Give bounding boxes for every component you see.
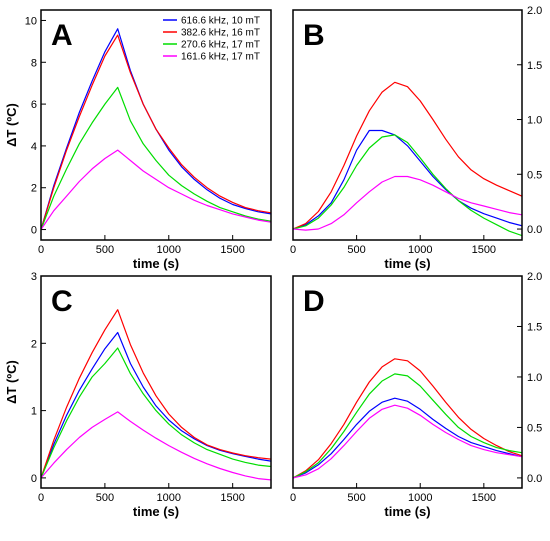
series-line-a-2 — [41, 34, 271, 230]
chart-panel-b: 0 500 1000 1500 0.0 0.5 1.0 1.5 2.0 time (s) B — [290, 5, 542, 271]
series-line-a-3 — [41, 86, 271, 230]
legend-label: 161.6 kHz, 17 mT — [181, 52, 260, 63]
y-tick-label: 0.5 — [527, 169, 542, 181]
x-tick-label: 0 — [38, 492, 44, 504]
series-line-c-3 — [41, 347, 271, 479]
x-tick-label: 1000 — [157, 244, 181, 256]
plot-frame — [292, 275, 523, 489]
series-line-c-1 — [41, 331, 271, 479]
x-tick-label: 500 — [347, 244, 365, 256]
series-line-b-3 — [293, 134, 522, 237]
x-tick-label: 0 — [38, 244, 44, 256]
x-tick-label: 1000 — [408, 492, 432, 504]
x-axis-title: time (s) — [384, 256, 430, 271]
legend-label: 616.6 kHz, 10 mT — [181, 16, 260, 27]
y-tick-label: 10 — [25, 15, 37, 27]
legend-label: 270.6 kHz, 17 mT — [181, 40, 260, 51]
y-tick-label: 1.5 — [527, 321, 542, 333]
legend-label: 382.6 kHz, 16 mT — [181, 28, 260, 39]
y-tick-label: 0.0 — [527, 224, 542, 236]
series-line-d-4 — [293, 404, 522, 479]
x-axis-title: time (s) — [384, 504, 430, 519]
y-tick-label: 0 — [31, 473, 37, 485]
y-tick-label: 0.0 — [527, 473, 542, 485]
x-tick-label: 0 — [290, 244, 296, 256]
y-tick-label: 1.0 — [527, 372, 542, 384]
y-tick-label: 3 — [31, 271, 37, 283]
series-line-d-1 — [293, 397, 522, 479]
panel-letter: D — [303, 285, 325, 318]
x-axis-title: time (s) — [133, 504, 179, 519]
series-line-b-2 — [293, 81, 522, 230]
y-tick-label: 2 — [31, 183, 37, 195]
y-tick-label: 2.0 — [527, 271, 542, 283]
series-line-d-2 — [293, 358, 522, 479]
y-tick-label: 6 — [31, 99, 37, 111]
x-tick-label: 1500 — [472, 492, 496, 504]
y-tick-label: 0.5 — [527, 422, 542, 434]
chart-panel-c: 0 500 1000 1500 0 1 2 3 time (s) ΔT (ºC) C — [4, 271, 272, 519]
x-tick-label: 1000 — [408, 244, 432, 256]
series-line-d-3 — [293, 373, 522, 479]
chart-panel-a: 0 500 1000 1500 0 2 4 6 8 10 time (s) ΔT (ºC) A 616.6… — [4, 9, 272, 271]
chart-panel-d: 0 500 1000 1500 0.0 0.5 1.0 1.5 2.0 time (s) D — [290, 271, 542, 519]
x-tick-label: 1500 — [220, 492, 244, 504]
y-tick-label: 0 — [31, 225, 37, 237]
plot-frame — [40, 9, 272, 241]
plot-frame — [292, 9, 523, 241]
y-tick-label: 2 — [31, 338, 37, 350]
x-tick-label: 500 — [347, 492, 365, 504]
series-line-b-4 — [293, 175, 522, 231]
x-axis-title: time (s) — [133, 256, 179, 271]
y-tick-label: 1 — [31, 406, 37, 418]
plot-frame — [40, 275, 272, 489]
x-tick-label: 1500 — [472, 244, 496, 256]
series-line-a-4 — [41, 149, 271, 230]
y-tick-label: 2.0 — [527, 5, 542, 17]
x-tick-label: 1000 — [157, 492, 181, 504]
panel-letter: B — [303, 19, 325, 52]
series-line-c-4 — [41, 411, 271, 481]
y-axis-title: ΔT (ºC) — [4, 103, 19, 147]
series-line-c-2 — [41, 309, 271, 479]
panel-letter: C — [51, 285, 73, 318]
x-tick-label: 500 — [96, 244, 114, 256]
y-axis-title: ΔT (ºC) — [4, 360, 19, 404]
y-tick-label: 8 — [31, 57, 37, 69]
x-tick-label: 500 — [96, 492, 114, 504]
y-tick-label: 1.0 — [527, 115, 542, 127]
x-tick-label: 0 — [290, 492, 296, 504]
series-line-b-1 — [293, 129, 522, 230]
panel-letter: A — [51, 19, 73, 52]
y-tick-label: 1.5 — [527, 60, 542, 72]
y-tick-label: 4 — [31, 141, 37, 153]
x-tick-label: 1500 — [220, 244, 244, 256]
